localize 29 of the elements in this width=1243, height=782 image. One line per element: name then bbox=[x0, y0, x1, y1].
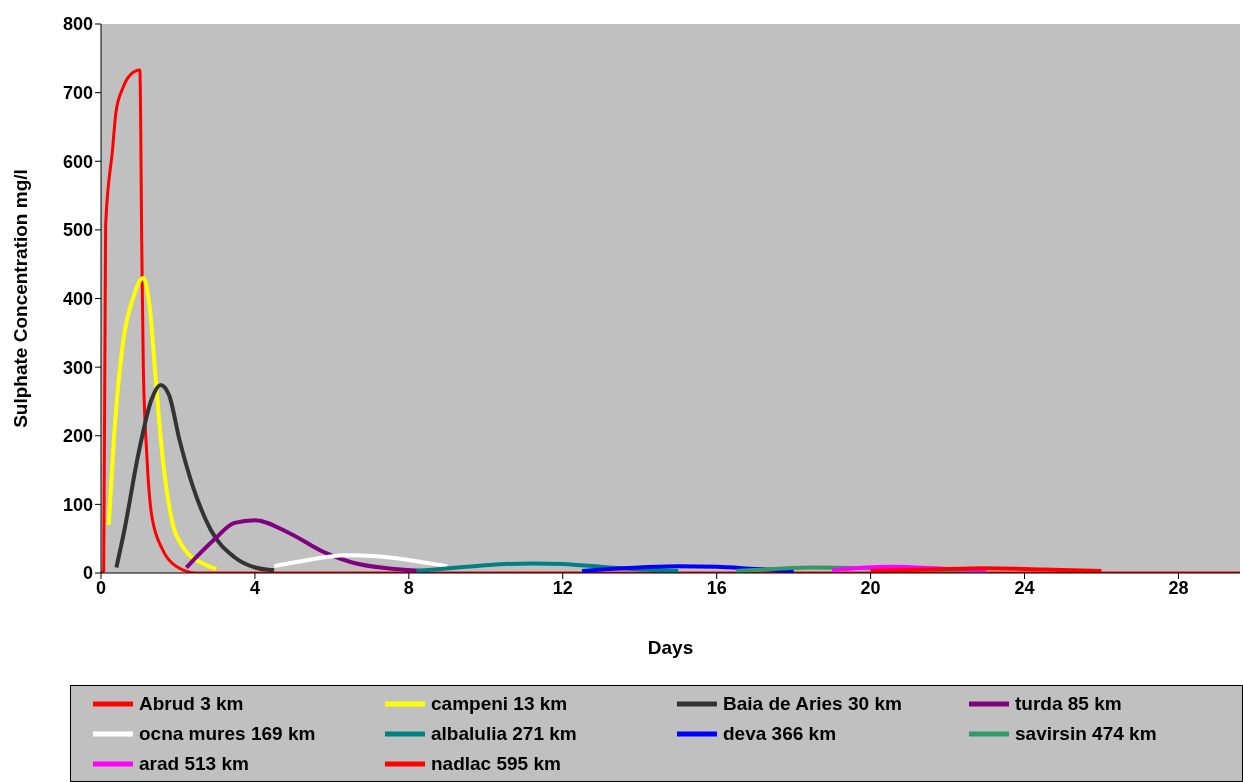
legend-label: ocna mures 169 km bbox=[139, 723, 316, 745]
x-tick-label: 20 bbox=[860, 577, 881, 598]
y-tick-label: 500 bbox=[62, 220, 93, 241]
y-tick-label: 700 bbox=[62, 83, 93, 104]
legend-label: savirsin 474 km bbox=[1015, 723, 1157, 745]
legend-label: albalulia 271 km bbox=[431, 723, 577, 745]
y-tick-label: 200 bbox=[62, 426, 93, 447]
legend-label: arad 513 km bbox=[139, 753, 249, 775]
legend-label: campeni 13 km bbox=[431, 693, 568, 715]
legend-label: deva 366 km bbox=[723, 723, 837, 745]
y-tick-label: 800 bbox=[62, 14, 93, 35]
y-tick-label: 400 bbox=[62, 288, 93, 309]
x-axis-title: Days bbox=[647, 637, 694, 658]
legend-label: Abrud 3 km bbox=[139, 693, 244, 715]
x-tick-label: 0 bbox=[95, 577, 107, 598]
x-tick-label: 12 bbox=[552, 577, 573, 598]
y-tick-label: 300 bbox=[62, 357, 93, 378]
x-tick-label: 16 bbox=[706, 577, 727, 598]
x-tick-label: 8 bbox=[403, 577, 414, 598]
y-tick-label: 100 bbox=[62, 494, 93, 515]
legend-label: Baia de Aries 30 km bbox=[723, 693, 902, 715]
legend-label: nadlac 595 km bbox=[431, 753, 561, 775]
y-axis-title: Sulphate Concentration mg/l bbox=[9, 169, 31, 428]
y-tick-label: 600 bbox=[62, 151, 93, 172]
x-tick-label: 4 bbox=[249, 577, 260, 598]
x-tick-label: 28 bbox=[1168, 577, 1189, 598]
legend-label: turda 85 km bbox=[1015, 693, 1122, 715]
y-tick-label: 0 bbox=[82, 563, 93, 584]
x-tick-label: 24 bbox=[1014, 577, 1035, 598]
